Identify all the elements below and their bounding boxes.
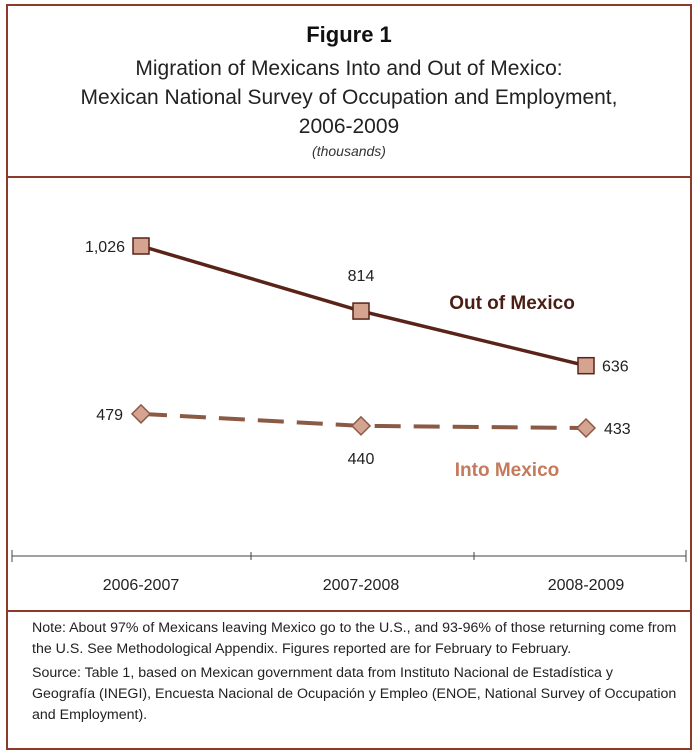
units-label: (thousands) [312, 143, 386, 159]
data-point-out-of-mexico [132, 237, 150, 255]
data-label-out-of-mexico: 636 [602, 359, 629, 376]
data-label-out-of-mexico: 1,026 [85, 239, 125, 256]
data-point-out-of-mexico [577, 356, 595, 375]
data-point-into-mexico [575, 417, 597, 439]
series-label-into-mexico: Into Mexico [455, 460, 560, 481]
x-tick-label: 2008-2009 [548, 577, 625, 594]
data-point-into-mexico [130, 403, 152, 424]
series-label-out-of-mexico: Out of Mexico [449, 293, 575, 314]
title-line-2: Mexican National Survey of Occupation an… [80, 86, 618, 109]
x-tick-label: 2006-2007 [103, 577, 180, 594]
plot-area: 2006-2007 2007-2008 2008-2009 1,026 814 636 47… [8, 178, 690, 608]
chart-title: Migration of Mexicans Into and Out of Me… [8, 54, 690, 141]
title-line-1: Migration of Mexicans Into and Out of Me… [135, 57, 563, 80]
data-label-into-mexico: 433 [604, 421, 631, 438]
figure-footer: Note: About 97% of Mexicans leaving Mexi… [8, 610, 690, 750]
data-point-into-mexico [350, 415, 372, 436]
data-label-out-of-mexico: 814 [348, 268, 375, 285]
note-text: Note: About 97% of Mexicans leaving Mexi… [32, 620, 677, 657]
source-text: Source: Table 1, based on Mexican govern… [32, 665, 677, 723]
x-tick-label: 2007-2008 [323, 577, 400, 594]
figure-label: Figure 1 [306, 22, 392, 47]
figure-header: Figure 1 Migration of Mexicans Into and … [8, 6, 690, 178]
data-label-into-mexico: 479 [96, 407, 123, 424]
line-chart: 2006-2007 2007-2008 2008-2009 1,026 814 636 47… [11, 237, 687, 594]
title-line-3: 2006-2009 [298, 115, 400, 138]
data-label-into-mexico: 440 [348, 451, 375, 468]
data-point-out-of-mexico [352, 302, 370, 320]
figure-frame: Figure 1 Migration of Mexicans Into and … [6, 4, 692, 750]
